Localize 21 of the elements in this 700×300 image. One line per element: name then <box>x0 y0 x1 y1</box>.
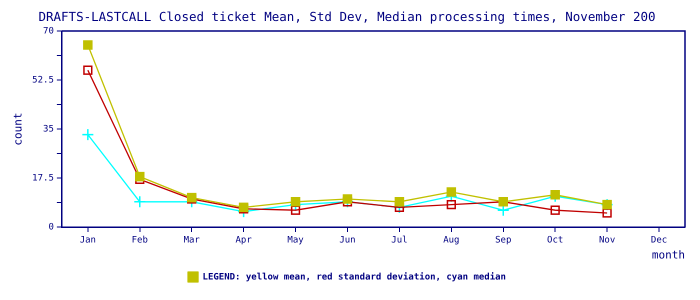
x-tick-label: Jul <box>391 236 408 246</box>
y-tick-label: 35 <box>43 124 54 134</box>
y-tick-label: 0 <box>48 222 54 232</box>
y-axis-title: count <box>11 112 24 146</box>
y-tick-label: 17.5 <box>32 173 54 184</box>
y-tick-label: 70 <box>43 26 54 36</box>
x-tick-label: May <box>287 236 304 246</box>
x-tick-label: Sep <box>495 236 512 246</box>
x-tick-label: Jun <box>339 236 356 246</box>
x-axis-title: month <box>652 248 685 262</box>
x-tick-label: Aug <box>443 236 460 246</box>
x-tick-label: Apr <box>235 236 252 246</box>
x-tick-label: Mar <box>184 236 200 246</box>
x-tick-label: Jan <box>80 236 96 246</box>
x-tick-label: Feb <box>132 236 148 246</box>
x-tick-label: Dec <box>650 236 668 246</box>
x-tick-label: Oct <box>547 236 564 246</box>
legend-label: LEGEND: yellow mean, red standard deviation, cyan median <box>202 271 506 282</box>
chart-title: DRAFTS-LASTCALL Closed ticket Mean, Std Dev, Median processing times, November 200 <box>38 8 656 24</box>
x-tick-label: Nov <box>598 236 616 246</box>
y-tick-label: 52.5 <box>32 75 54 86</box>
